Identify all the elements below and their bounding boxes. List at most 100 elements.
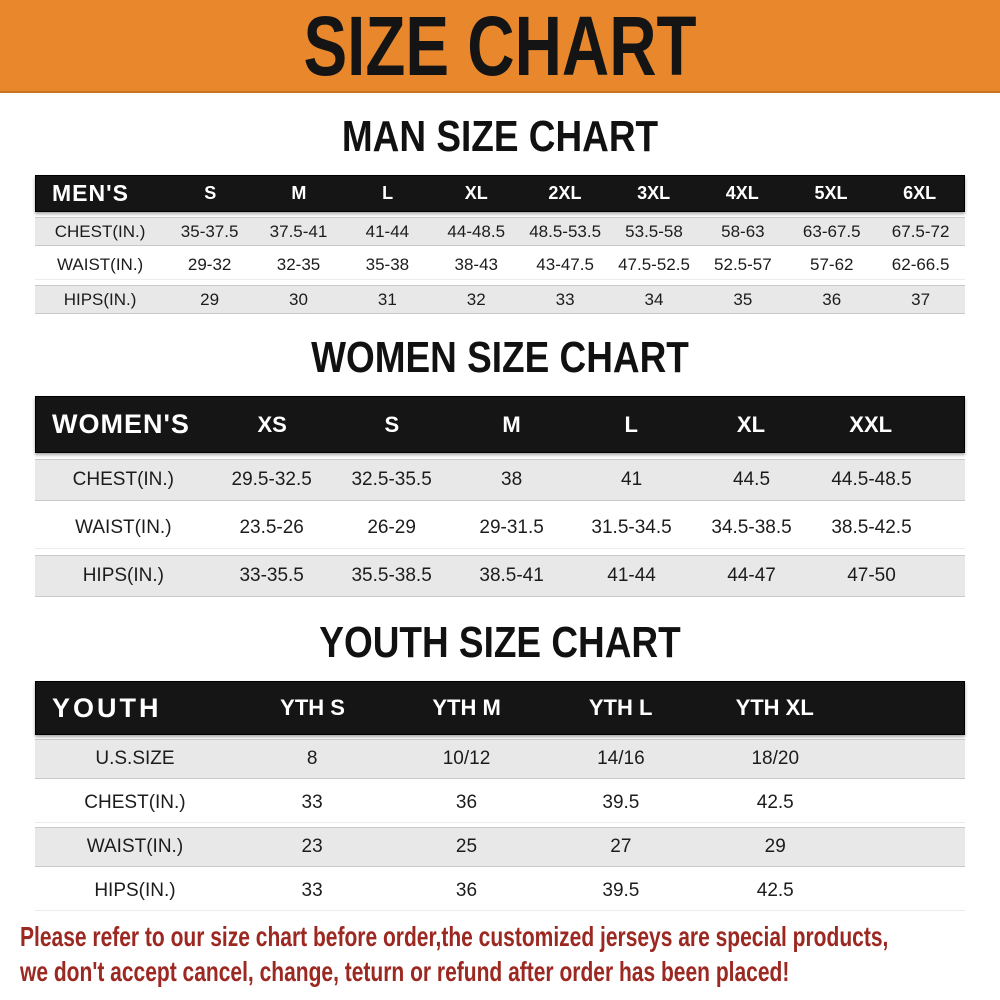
value-cell: 37.5-41 bbox=[269, 221, 328, 241]
order-notice: Please refer to our size chart before or… bbox=[0, 919, 1000, 989]
notice-line-2: we don't accept cancel, change, teturn o… bbox=[20, 956, 790, 987]
row-label: HIPS(IN.) bbox=[82, 565, 164, 586]
value-cell: 34.5-38.5 bbox=[711, 516, 792, 538]
value-cell: 39.5 bbox=[602, 791, 640, 813]
women-size-chart-section: WOMEN SIZE CHART WOMEN'S XS S M L XL XXL CHEST… bbox=[0, 336, 1000, 597]
value-cell: 52.5-57 bbox=[714, 255, 772, 274]
man-size-chart-section: MAN SIZE CHART MEN'S S M L XL 2XL 3XL 4XL 5XL 6XL… bbox=[0, 115, 1000, 314]
column-header: S bbox=[204, 183, 217, 203]
column-header: YTH M bbox=[432, 695, 501, 720]
row-label: U.S.SIZE bbox=[95, 748, 175, 769]
value-cell: 35.5-38.5 bbox=[351, 565, 432, 586]
value-cell: 23.5-26 bbox=[239, 516, 304, 538]
man-size-chart-title: MAN SIZE CHART bbox=[341, 112, 659, 161]
women-table-header-row: WOMEN'S XS S M L XL XXL bbox=[35, 396, 965, 453]
row-label: WAIST(IN.) bbox=[56, 255, 144, 274]
value-cell: 29 bbox=[200, 289, 220, 309]
column-header: 3XL bbox=[637, 183, 671, 203]
column-header: 4XL bbox=[725, 183, 759, 203]
column-header: S bbox=[384, 411, 400, 437]
value-cell: 48.5-53.5 bbox=[529, 221, 602, 241]
youth-table-body: U.S.SIZE 8 10/12 14/16 18/20 CHEST(IN.) 33 36 39… bbox=[35, 739, 965, 911]
table-row: HIPS(IN.) 33 36 39.5 42.5 bbox=[35, 871, 965, 911]
value-cell: 41-44 bbox=[365, 221, 410, 241]
value-cell: 38.5-41 bbox=[479, 565, 544, 586]
row-label: HIPS(IN.) bbox=[63, 289, 137, 309]
value-cell: 34 bbox=[644, 289, 664, 309]
youth-size-chart-title: YOUTH SIZE CHART bbox=[319, 618, 681, 667]
value-cell: 32 bbox=[466, 289, 486, 309]
table-corner-label: MEN'S bbox=[52, 180, 129, 206]
table-row: WAIST(IN.) 23.5-26 26-29 29-31.5 31.5-34.5 34… bbox=[35, 507, 965, 549]
value-cell: 33 bbox=[301, 879, 323, 901]
value-cell: 42.5 bbox=[756, 791, 794, 813]
youth-table-header-row: YOUTH YTH S YTH M YTH L YTH XL bbox=[35, 681, 965, 735]
row-label: WAIST(IN.) bbox=[86, 836, 184, 857]
column-header: YTH L bbox=[588, 695, 653, 720]
column-header: 2XL bbox=[548, 183, 582, 203]
value-cell: 31 bbox=[377, 289, 397, 309]
table-row: U.S.SIZE 8 10/12 14/16 18/20 bbox=[35, 739, 965, 779]
column-header: XXL bbox=[849, 411, 893, 437]
value-cell: 44.5 bbox=[733, 469, 771, 490]
value-cell: 57-62 bbox=[810, 255, 854, 274]
men-table-header-row: MEN'S S M L XL 2XL 3XL 4XL 5XL 6XL bbox=[35, 175, 965, 212]
women-table-body: CHEST(IN.) 29.5-32.5 32.5-35.5 38 41 44.5 44.5… bbox=[35, 459, 965, 597]
value-cell: 33 bbox=[555, 289, 575, 309]
page-title: SIZE CHART bbox=[303, 0, 697, 93]
value-cell: 67.5-72 bbox=[891, 221, 950, 241]
column-header: XS bbox=[257, 411, 287, 437]
value-cell: 33-35.5 bbox=[239, 565, 304, 586]
table-row: HIPS(IN.) 33-35.5 35.5-38.5 38.5-41 41-44 44-… bbox=[35, 555, 965, 597]
column-header: M bbox=[291, 183, 307, 203]
row-label: HIPS(IN.) bbox=[94, 879, 176, 901]
value-cell: 37 bbox=[911, 289, 931, 309]
table-corner-label: WOMEN'S bbox=[52, 409, 190, 439]
value-cell: 36 bbox=[455, 791, 478, 813]
column-header: YTH XL bbox=[735, 695, 814, 720]
value-cell: 29-31.5 bbox=[479, 516, 544, 538]
value-cell: 39.5 bbox=[602, 879, 640, 901]
banner: SIZE CHART bbox=[0, 0, 1000, 93]
value-cell: 47-50 bbox=[847, 565, 896, 586]
column-header: 5XL bbox=[814, 183, 848, 203]
row-label: CHEST(IN.) bbox=[84, 791, 186, 813]
value-cell: 29-32 bbox=[187, 255, 232, 274]
column-header: L bbox=[382, 183, 394, 203]
table-row: CHEST(IN.) 33 36 39.5 42.5 bbox=[35, 783, 965, 823]
column-header: YTH S bbox=[280, 695, 345, 720]
column-header: 6XL bbox=[903, 183, 937, 203]
value-cell: 47.5-52.5 bbox=[618, 255, 690, 274]
table-corner-label: YOUTH bbox=[52, 692, 162, 723]
value-cell: 10/12 bbox=[442, 748, 491, 769]
column-header: M bbox=[502, 411, 521, 437]
value-cell: 26-29 bbox=[367, 516, 416, 538]
youth-size-chart-section: YOUTH SIZE CHART YOUTH YTH S YTH M YTH L YTH… bbox=[0, 621, 1000, 911]
women-size-table: WOMEN'S XS S M L XL XXL CHEST(IN.) 29.5-32.5 32.… bbox=[35, 396, 965, 597]
column-header: XL bbox=[736, 411, 766, 437]
value-cell: 35-37.5 bbox=[180, 221, 239, 241]
column-header: L bbox=[624, 411, 638, 437]
value-cell: 53.5-58 bbox=[625, 221, 683, 241]
value-cell: 43-47.5 bbox=[536, 255, 594, 274]
value-cell: 44.5-48.5 bbox=[831, 469, 912, 490]
value-cell: 44-47 bbox=[727, 565, 776, 586]
men-table-body: CHEST(IN.) 35-37.5 37.5-41 41-44 44-48.5 48.5… bbox=[35, 217, 965, 314]
value-cell: 38.5-42.5 bbox=[831, 516, 912, 538]
value-cell: 63-67.5 bbox=[802, 221, 861, 241]
value-cell: 29.5-32.5 bbox=[231, 469, 312, 490]
youth-size-table: YOUTH YTH S YTH M YTH L YTH XL U.S.SIZE 8 10/1… bbox=[35, 681, 965, 911]
value-cell: 29 bbox=[764, 836, 786, 857]
value-cell: 8 bbox=[306, 748, 318, 769]
value-cell: 23 bbox=[301, 836, 323, 857]
table-row: CHEST(IN.) 29.5-32.5 32.5-35.5 38 41 44.5 44.5… bbox=[35, 459, 965, 501]
value-cell: 36 bbox=[455, 879, 478, 901]
table-row: WAIST(IN.) 23 25 27 29 bbox=[35, 827, 965, 867]
value-cell: 62-66.5 bbox=[891, 255, 950, 274]
value-cell: 32.5-35.5 bbox=[351, 469, 432, 490]
column-header: XL bbox=[464, 183, 488, 203]
women-size-chart-title: WOMEN SIZE CHART bbox=[311, 333, 689, 382]
value-cell: 35 bbox=[733, 289, 753, 309]
value-cell: 42.5 bbox=[756, 879, 794, 901]
